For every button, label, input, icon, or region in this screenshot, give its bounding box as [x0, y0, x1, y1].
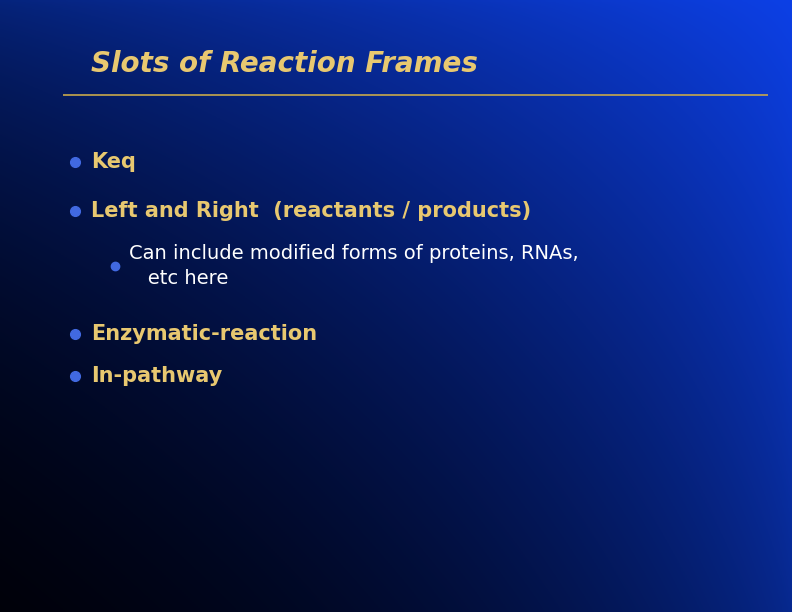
Text: Can include modified forms of proteins, RNAs,
   etc here: Can include modified forms of proteins, …: [129, 244, 579, 288]
Text: Enzymatic-reaction: Enzymatic-reaction: [91, 324, 318, 343]
Text: Slots of Reaction Frames: Slots of Reaction Frames: [91, 50, 478, 78]
Text: Keq: Keq: [91, 152, 136, 172]
Text: Left and Right  (reactants / products): Left and Right (reactants / products): [91, 201, 531, 221]
Text: In-pathway: In-pathway: [91, 367, 223, 386]
